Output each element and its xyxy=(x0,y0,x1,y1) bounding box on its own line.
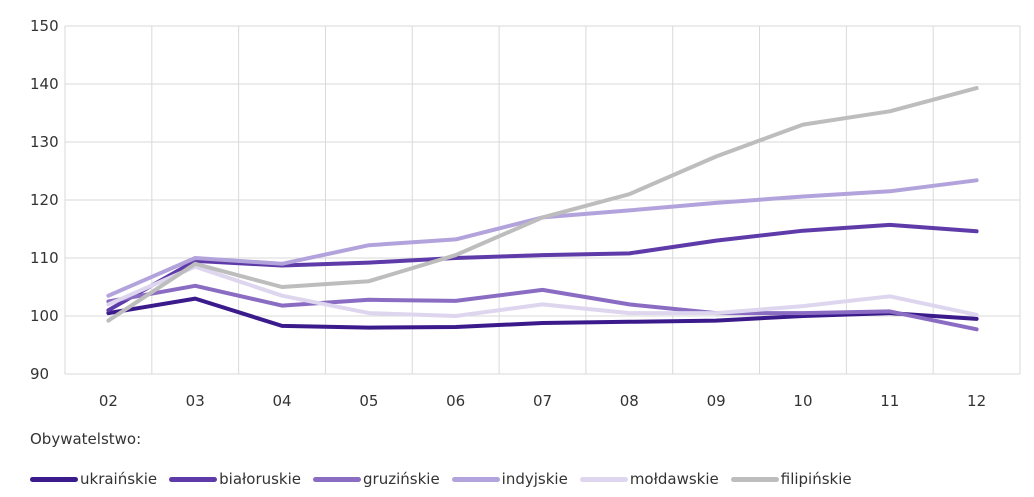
legend-item: gruzińskie xyxy=(313,470,440,488)
legend-item: indyjskie xyxy=(451,470,568,488)
legend-item: białoruskie xyxy=(169,470,301,488)
legend-item: filipińskie xyxy=(730,470,852,488)
y-tick-label: 110 xyxy=(30,249,59,267)
y-axis-ticks: 90 100 110 120 130 140 150 xyxy=(30,17,59,383)
legend-label: mołdawskie xyxy=(629,470,719,488)
grid-lines xyxy=(64,25,1021,375)
y-tick-label: 100 xyxy=(30,307,59,325)
legend: ukraińskie białoruskie gruzińskie indyjskie… xyxy=(30,470,1034,488)
legend-label: indyjskie xyxy=(501,470,568,488)
legend-label: ukraińskie xyxy=(80,470,158,488)
legend-swatch xyxy=(169,476,218,482)
x-tick-label: 12 xyxy=(967,392,986,410)
x-tick-label: 10 xyxy=(793,392,812,410)
x-tick-label: 11 xyxy=(880,392,899,410)
series-line-5 xyxy=(106,86,979,323)
x-tick-label: 09 xyxy=(707,392,726,410)
legend-swatch xyxy=(313,476,362,482)
series-line-0 xyxy=(106,296,979,330)
legend-swatch xyxy=(579,476,628,482)
x-tick-label: 05 xyxy=(359,392,378,410)
y-tick-label: 150 xyxy=(30,17,59,35)
y-tick-label: 130 xyxy=(30,133,59,151)
y-tick-label: 90 xyxy=(30,365,49,383)
legend-label: białoruskie xyxy=(219,470,302,488)
line-chart: 90 100 110 120 130 140 150 02 03 04 05 06 07 08 09 10 1… xyxy=(30,17,1021,410)
y-tick-label: 120 xyxy=(30,191,59,209)
x-tick-label: 08 xyxy=(620,392,639,410)
legend-title: Obywatelstwo: xyxy=(30,430,142,448)
series-line-1 xyxy=(106,222,979,313)
series-line-4 xyxy=(106,264,979,318)
series-lines xyxy=(106,86,979,332)
legend-swatch xyxy=(730,476,779,482)
legend-swatch xyxy=(451,476,500,482)
x-tick-label: 04 xyxy=(272,392,291,410)
legend-swatch xyxy=(30,476,78,482)
x-tick-label: 02 xyxy=(99,392,118,410)
legend-label: filipińskie xyxy=(780,470,852,488)
x-axis-ticks: 02 03 04 05 06 07 08 09 10 11 12 xyxy=(99,392,986,410)
x-tick-label: 06 xyxy=(446,392,465,410)
x-tick-label: 03 xyxy=(186,392,205,410)
x-tick-label: 07 xyxy=(533,392,552,410)
legend-label: gruzińskie xyxy=(363,470,440,488)
y-tick-label: 140 xyxy=(30,75,59,93)
legend-item: ukraińskie xyxy=(30,470,157,488)
legend-item: mołdawskie xyxy=(579,470,719,488)
series-line-2 xyxy=(106,283,979,332)
